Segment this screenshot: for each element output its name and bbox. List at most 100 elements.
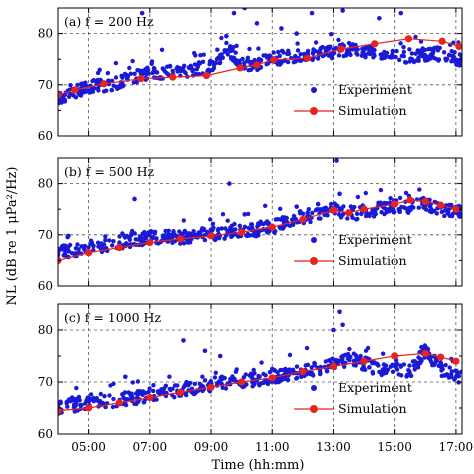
experiment-point — [89, 240, 95, 245]
x-tick-label: 17:00 — [439, 440, 474, 454]
experiment-point — [109, 87, 114, 93]
experiment-point — [135, 379, 141, 384]
experiment-point — [224, 48, 229, 53]
experiment-point — [247, 46, 252, 52]
experiment-point — [271, 50, 276, 55]
simulation-point — [299, 215, 307, 224]
simulation-point — [438, 37, 446, 45]
experiment-point — [457, 63, 462, 68]
experiment-point — [333, 45, 339, 51]
experiment-point — [351, 358, 357, 363]
experiment-point — [394, 48, 399, 54]
experiment-point — [313, 208, 319, 213]
experiment-point — [457, 214, 462, 219]
simulation-series — [58, 349, 460, 415]
experiment-point — [72, 409, 78, 414]
experiment-point — [380, 367, 385, 372]
experiment-point — [310, 372, 315, 377]
experiment-point — [345, 216, 350, 221]
experiment-point — [231, 55, 236, 60]
experiment-point — [354, 51, 359, 56]
experiment-point — [413, 34, 418, 40]
experiment-outlier-point — [254, 21, 260, 26]
experiment-point — [256, 46, 261, 51]
experiment-point — [354, 217, 359, 222]
experiment-point — [122, 71, 128, 77]
experiment-point — [125, 397, 130, 402]
experiment-point — [347, 346, 352, 352]
experiment-point — [436, 58, 441, 63]
experiment-point — [449, 53, 455, 59]
experiment-point — [425, 346, 431, 352]
experiment-point — [166, 228, 171, 233]
experiment-point — [293, 53, 298, 59]
experiment-point — [224, 40, 229, 46]
experiment-point — [384, 201, 389, 206]
experiment-point — [146, 389, 151, 395]
experiment-point — [365, 213, 371, 218]
experiment-point — [372, 47, 377, 53]
experiment-point — [442, 213, 447, 219]
experiment-point — [403, 190, 409, 196]
experiment-point — [113, 60, 119, 66]
experiment-point — [76, 247, 81, 252]
experiment-point — [197, 61, 203, 66]
experiment-point — [443, 56, 448, 61]
experiment-point — [420, 46, 425, 51]
experiment-point — [354, 355, 359, 360]
experiment-point — [246, 225, 251, 231]
experiment-point — [388, 196, 393, 201]
experiment-point — [252, 382, 257, 387]
experiment-point — [275, 370, 280, 375]
experiment-point — [65, 235, 70, 240]
experiment-outlier-point — [269, 366, 275, 372]
experiment-point — [351, 362, 357, 368]
experiment-point — [110, 404, 116, 410]
simulation-point — [207, 383, 215, 391]
experiment-point — [347, 354, 352, 359]
experiment-point — [73, 403, 78, 408]
experiment-point — [103, 234, 108, 239]
experiment-point — [390, 52, 395, 57]
experiment-point — [134, 401, 139, 407]
experiment-point — [185, 239, 190, 245]
experiment-point — [120, 391, 126, 397]
legend-experiment-marker — [311, 237, 317, 243]
panel-3: 60 70 80 05:00 07:00 09:00 11:00 13:00 15:00 17:0… — [38, 303, 474, 454]
experiment-point — [64, 246, 70, 251]
experiment-point — [220, 212, 226, 217]
experiment-point — [259, 360, 264, 365]
experiment-point — [233, 227, 238, 232]
experiment-point — [407, 363, 412, 368]
experiment-point — [290, 367, 296, 372]
plot-frame — [57, 157, 463, 287]
experiment-point — [237, 223, 242, 228]
experiment-point — [313, 40, 319, 45]
simulation-point — [303, 54, 312, 62]
experiment-point — [411, 205, 416, 210]
x-tick-label: 11:00 — [255, 440, 290, 454]
experiment-point — [280, 376, 285, 381]
simulation-point — [115, 244, 123, 252]
experiment-point — [158, 390, 163, 395]
simulation-point — [406, 196, 414, 204]
experiment-point — [62, 99, 68, 104]
experiment-point — [228, 229, 233, 234]
experiment-point — [363, 52, 368, 58]
experiment-point — [88, 397, 94, 402]
simulation-point — [421, 349, 429, 357]
experiment-point — [398, 363, 404, 368]
experiment-point — [223, 386, 229, 391]
experiment-point — [337, 358, 342, 364]
experiment-point — [256, 56, 262, 62]
simulation-point — [202, 71, 211, 80]
experiment-point — [162, 69, 168, 74]
experiment-outlier-point — [294, 204, 300, 209]
experiment-point — [388, 364, 393, 369]
experiment-point — [225, 218, 230, 223]
experiment-point — [149, 61, 154, 66]
experiment-point — [198, 53, 203, 58]
experiment-point — [215, 228, 221, 233]
experiment-point — [423, 54, 428, 59]
plot-frame — [57, 7, 463, 137]
